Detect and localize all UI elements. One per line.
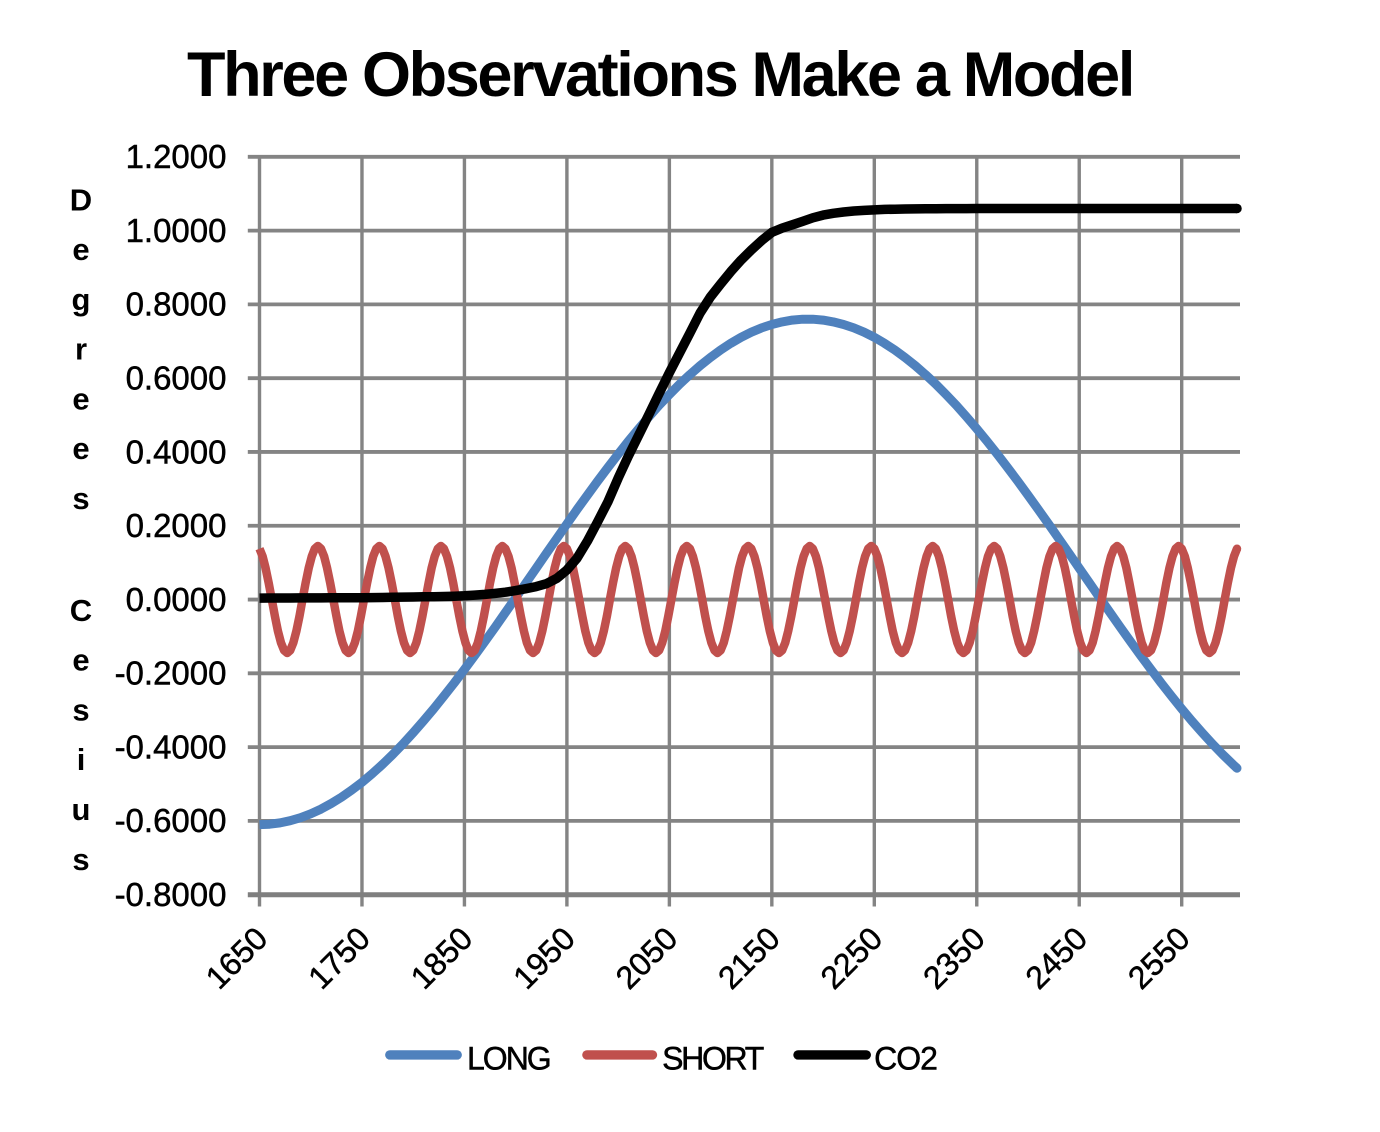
svg-text:s: s xyxy=(72,481,89,516)
svg-text:e: e xyxy=(72,431,89,466)
svg-text:0.4000: 0.4000 xyxy=(126,433,227,470)
svg-text:i: i xyxy=(77,742,86,777)
svg-text:LONG: LONG xyxy=(467,1041,550,1077)
svg-text:1650: 1650 xyxy=(199,920,275,996)
svg-text:-0.4000: -0.4000 xyxy=(115,728,227,765)
svg-text:0.2000: 0.2000 xyxy=(126,507,227,544)
svg-text:s: s xyxy=(72,692,89,727)
svg-text:e: e xyxy=(72,381,89,416)
svg-text:2450: 2450 xyxy=(1018,920,1094,996)
svg-text:1.2000: 1.2000 xyxy=(126,138,227,175)
svg-text:r: r xyxy=(75,332,87,367)
svg-text:2050: 2050 xyxy=(609,920,685,996)
svg-text:Three Observations Make a Mode: Three Observations Make a Model xyxy=(187,40,1133,110)
svg-text:CO2: CO2 xyxy=(874,1041,937,1077)
svg-text:u: u xyxy=(72,792,91,827)
svg-text:s: s xyxy=(72,842,89,877)
svg-text:-0.2000: -0.2000 xyxy=(115,655,227,692)
svg-text:1750: 1750 xyxy=(301,920,377,996)
svg-text:2250: 2250 xyxy=(813,920,889,996)
svg-text:SHORT: SHORT xyxy=(662,1041,764,1077)
svg-text:0.0000: 0.0000 xyxy=(126,581,227,618)
svg-text:1.0000: 1.0000 xyxy=(126,212,227,249)
svg-text:2150: 2150 xyxy=(711,920,787,996)
svg-text:e: e xyxy=(72,643,89,678)
svg-text:-0.6000: -0.6000 xyxy=(115,802,227,839)
svg-text:C: C xyxy=(70,593,92,628)
svg-text:e: e xyxy=(72,232,89,267)
svg-text:g: g xyxy=(72,282,91,317)
svg-text:0.6000: 0.6000 xyxy=(126,360,227,397)
svg-text:0.8000: 0.8000 xyxy=(126,286,227,323)
svg-text:1950: 1950 xyxy=(506,920,582,996)
svg-text:2550: 2550 xyxy=(1121,920,1197,996)
svg-text:2350: 2350 xyxy=(916,920,992,996)
svg-text:-0.8000: -0.8000 xyxy=(115,876,227,913)
svg-text:D: D xyxy=(70,183,92,218)
svg-text:1850: 1850 xyxy=(404,920,480,996)
